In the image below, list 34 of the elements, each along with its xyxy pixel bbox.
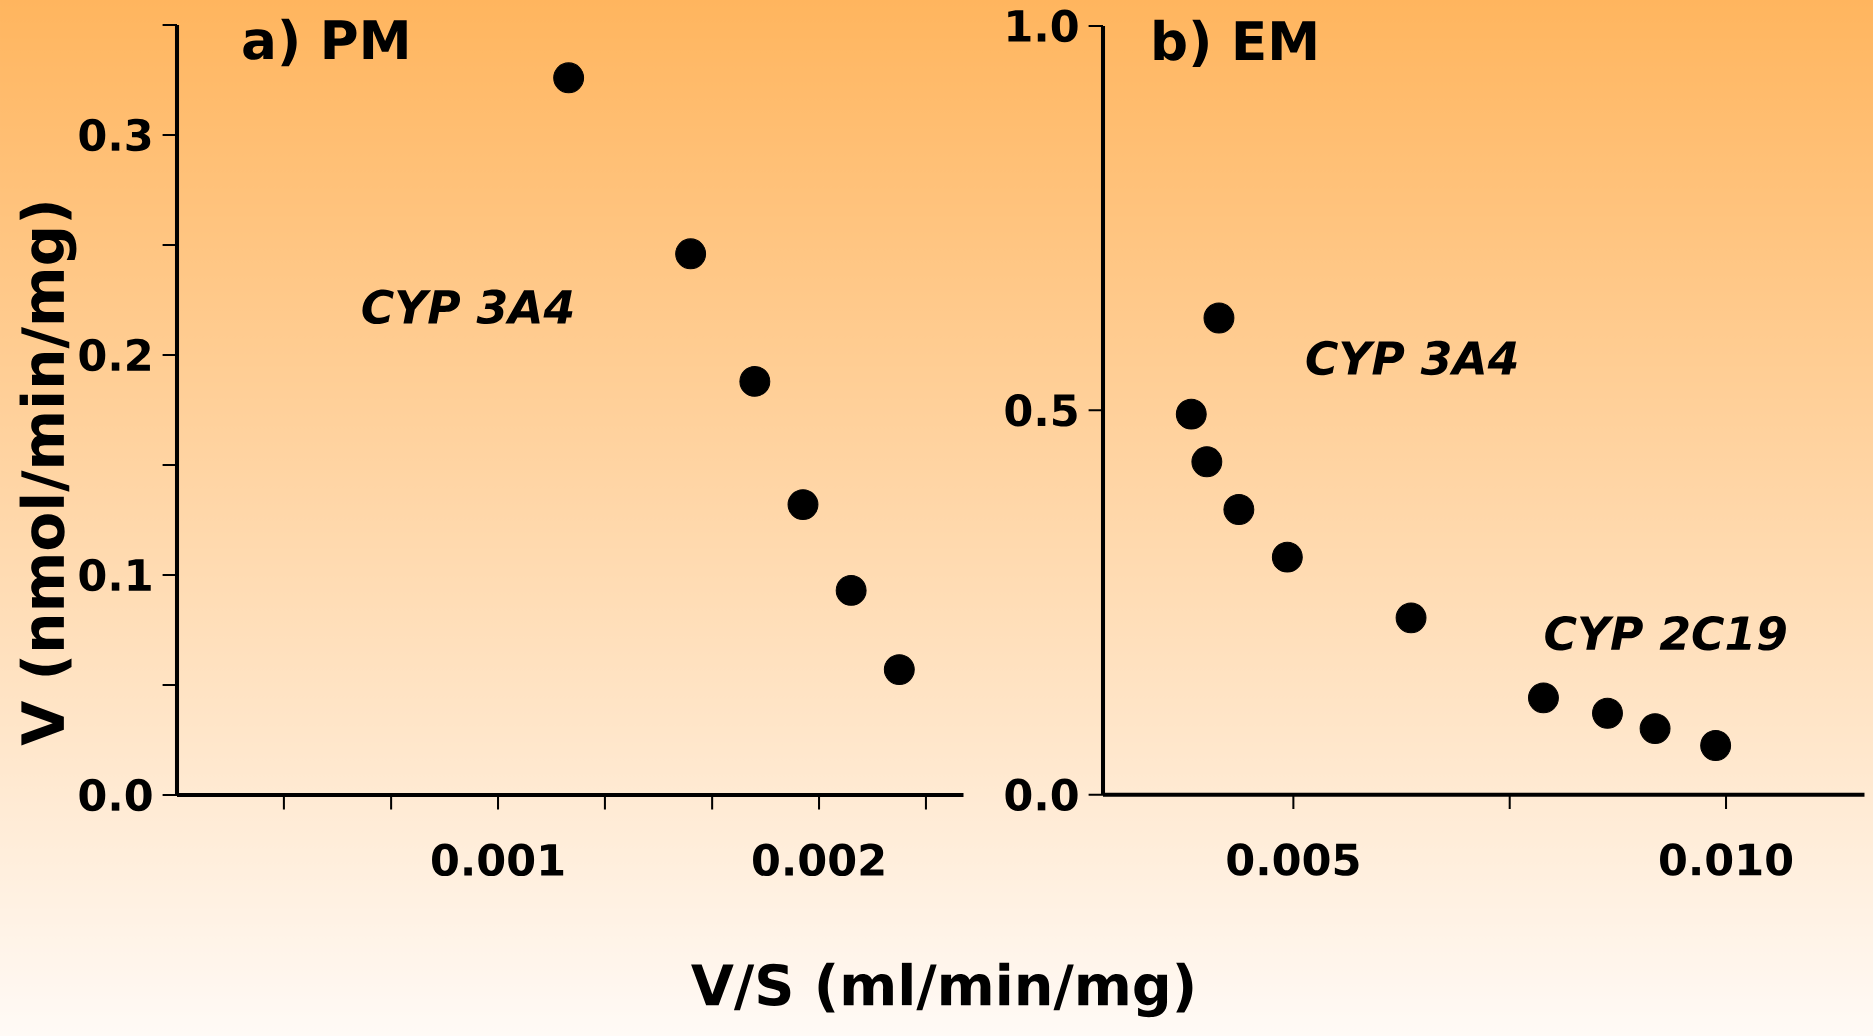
point (835, 574, 867, 606)
point (675, 238, 707, 270)
point (1191, 446, 1223, 478)
y-tick-label: 1.0 (1008, 9, 1078, 43)
point (1528, 682, 1559, 714)
point (1639, 713, 1671, 745)
x-tick-label: 0.001 (432, 843, 564, 877)
point (1700, 730, 1732, 761)
point (739, 365, 771, 397)
x-axis-title: V/S (ml/min/mg) (691, 962, 1193, 1018)
y-tick-label: 0.2 (79, 338, 150, 372)
y-axis-title: V (nmol/min/mg) (19, 203, 77, 746)
chart-title: a) PM (243, 18, 407, 67)
x-tick-label: 0.005 (1227, 843, 1359, 876)
point (1271, 541, 1303, 573)
y-tick-label: 0.5 (1005, 394, 1077, 427)
y-tick-label: 0.0 (1005, 778, 1078, 811)
x-tick-label: 0.002 (753, 843, 884, 877)
annotation: CYP 3A4 (362, 289, 573, 325)
y-tick-label: 0.1 (79, 558, 151, 592)
point (1395, 602, 1427, 634)
x-tick-label: 0.010 (1660, 843, 1793, 876)
point (1592, 697, 1623, 729)
y-tick-label: 0.3 (79, 118, 151, 152)
point (1203, 302, 1235, 334)
point (883, 654, 915, 686)
chart-title: b) EM (1154, 19, 1316, 68)
y-tick-label: 0.0 (79, 778, 152, 812)
annotation: CYP 3A4 (1306, 340, 1517, 376)
point (1223, 494, 1255, 525)
annotation: CYP 2C19 (1545, 615, 1786, 651)
point (787, 489, 819, 521)
point (553, 62, 585, 94)
point (1175, 398, 1207, 430)
